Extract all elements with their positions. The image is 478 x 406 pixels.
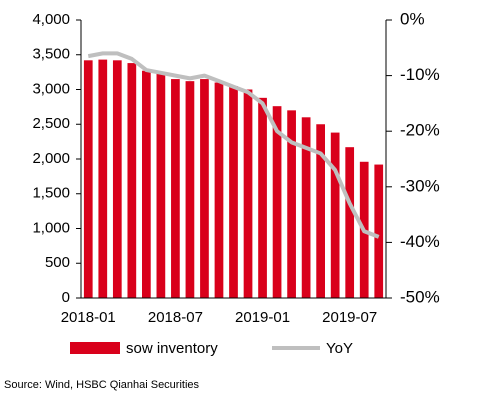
- bar: [374, 164, 384, 298]
- y-tick-label: 1,000: [32, 219, 70, 236]
- y-tick-label: 3,500: [32, 46, 70, 63]
- bar: [243, 89, 253, 298]
- bar: [142, 70, 151, 298]
- bar: [185, 81, 195, 298]
- x-tick-label: 2018-07: [148, 309, 203, 326]
- legend-label: sow inventory: [126, 340, 218, 357]
- y-tick-label: 4,000: [32, 11, 70, 28]
- x-tick-label: 2019-07: [322, 309, 377, 326]
- bar: [98, 59, 108, 298]
- bar: [301, 117, 311, 298]
- y2-tick-label: -30%: [400, 176, 440, 195]
- y2-tick-label: -40%: [400, 232, 440, 251]
- y2-tick-label: 0%: [400, 9, 425, 28]
- legend-label: YoY: [326, 340, 353, 357]
- y-tick-label: 2,500: [32, 115, 70, 132]
- bar: [127, 63, 137, 299]
- bar: [345, 147, 355, 298]
- y2-tick-label: -20%: [400, 121, 440, 140]
- y-tick-label: 0: [62, 289, 70, 306]
- bar: [258, 97, 267, 298]
- legend-swatch: [70, 342, 120, 354]
- bar: [171, 79, 180, 298]
- bar: [112, 60, 122, 299]
- y2-tick-label: -50%: [400, 287, 440, 306]
- bar: [316, 124, 325, 298]
- bar: [272, 106, 282, 299]
- line: [87, 51, 380, 239]
- x-tick-label: 2018-01: [61, 309, 116, 326]
- y-tick-label: 500: [45, 254, 70, 271]
- y-tick-label: 1,500: [32, 185, 70, 202]
- bar: [214, 82, 224, 298]
- source: Source: Wind, HSBC Qianhai Securities: [4, 379, 200, 391]
- y2-tick-label: -10%: [400, 65, 440, 84]
- y-tick-label: 2,000: [32, 150, 70, 167]
- bar: [287, 110, 296, 298]
- bar: [156, 73, 166, 298]
- bar: [330, 132, 340, 298]
- x-tick-label: 2019-01: [235, 309, 290, 326]
- bar: [229, 86, 238, 299]
- bar: [83, 60, 93, 299]
- bar: [200, 79, 209, 298]
- y-tick-label: 3,000: [32, 80, 70, 97]
